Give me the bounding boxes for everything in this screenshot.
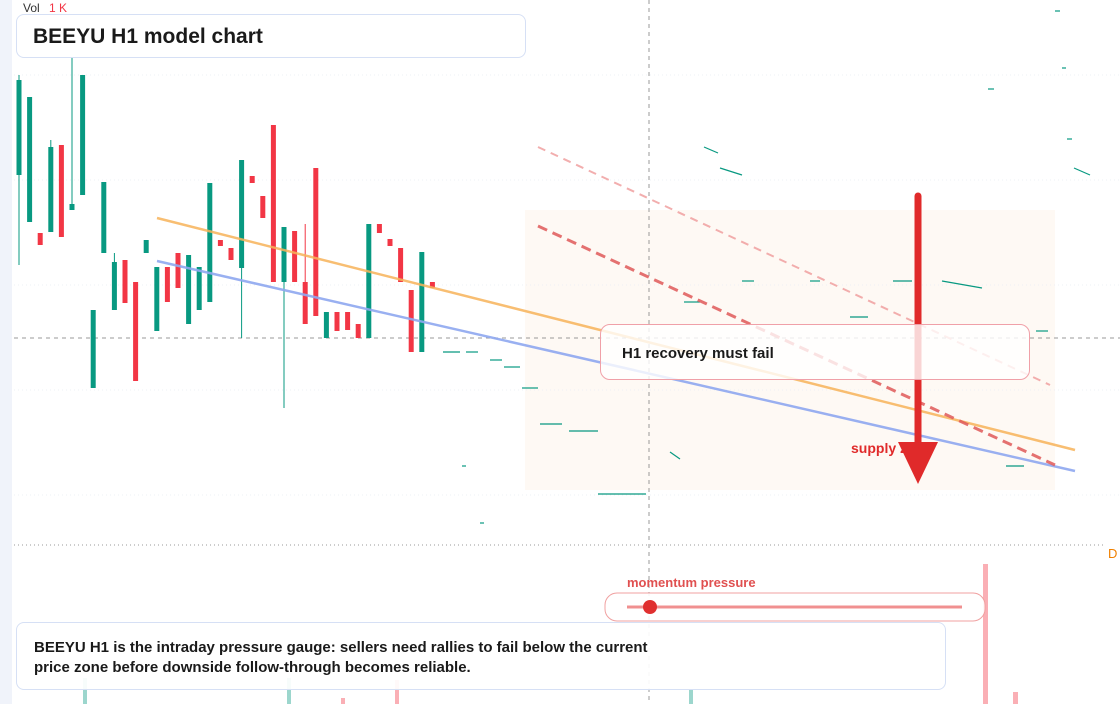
badge-bg [1104, 543, 1120, 563]
candle-body [366, 224, 372, 338]
candle-body [133, 282, 139, 381]
arrow-head [898, 442, 938, 484]
channel-line-upper [537, 146, 1051, 386]
candle-body [80, 75, 86, 195]
callout-text: H1 recovery must fail [622, 345, 774, 362]
candle-body [270, 125, 276, 282]
candle-body [186, 255, 192, 324]
candle-body [260, 196, 266, 218]
volume-label: Vol [23, 1, 40, 15]
candle-body [398, 248, 404, 282]
candle-body [239, 160, 245, 268]
volume-bars [83, 564, 1018, 704]
candle-body [122, 260, 128, 303]
candle-body [164, 267, 170, 302]
zone-label: supply zone [851, 440, 932, 456]
slider-label: momentum pressure [627, 575, 756, 590]
candle-body [323, 312, 329, 338]
candle-body [419, 252, 425, 352]
chart-title: BEEYU H1 model chart [33, 25, 263, 48]
volume-value: 1 K [49, 1, 67, 15]
candle-body [154, 267, 160, 331]
title-box: BEEYU H1 model chart [16, 14, 526, 58]
candle-body [90, 310, 96, 388]
candle-body [196, 267, 202, 310]
candle-body [217, 240, 223, 246]
candle-body [408, 290, 414, 352]
candle-body [175, 253, 181, 288]
candle-body [429, 282, 435, 288]
candle-body [292, 231, 298, 282]
note-text: BEEYU H1 is the intraday pressure gauge:… [34, 639, 648, 676]
candle-body [207, 183, 213, 302]
slider-knob[interactable] [643, 600, 657, 614]
candle-body [69, 204, 75, 210]
candle-body [313, 168, 319, 316]
candle-body [37, 233, 43, 245]
candle-body [16, 80, 22, 175]
candle-body [228, 248, 234, 260]
candle-body [48, 147, 54, 232]
candle-body [376, 224, 382, 233]
candle-body [101, 182, 107, 253]
candle-body [143, 240, 149, 253]
candle-body [345, 312, 351, 330]
candle-body [111, 262, 117, 310]
badge: D [1108, 546, 1117, 561]
candle-body [302, 282, 308, 324]
candle-body [387, 239, 393, 246]
candle-body [249, 176, 255, 183]
ghost-dashes [443, 10, 1091, 524]
candle-body [281, 227, 287, 282]
candle-body [355, 324, 361, 338]
candles [16, 58, 435, 408]
note-box: BEEYU H1 is the intraday pressure gauge:… [16, 622, 946, 690]
candle-body [334, 312, 340, 331]
candle-body [27, 97, 33, 222]
callout-box: H1 recovery must fail [600, 324, 1030, 380]
candle-body [58, 145, 64, 237]
left-strip [0, 0, 12, 704]
